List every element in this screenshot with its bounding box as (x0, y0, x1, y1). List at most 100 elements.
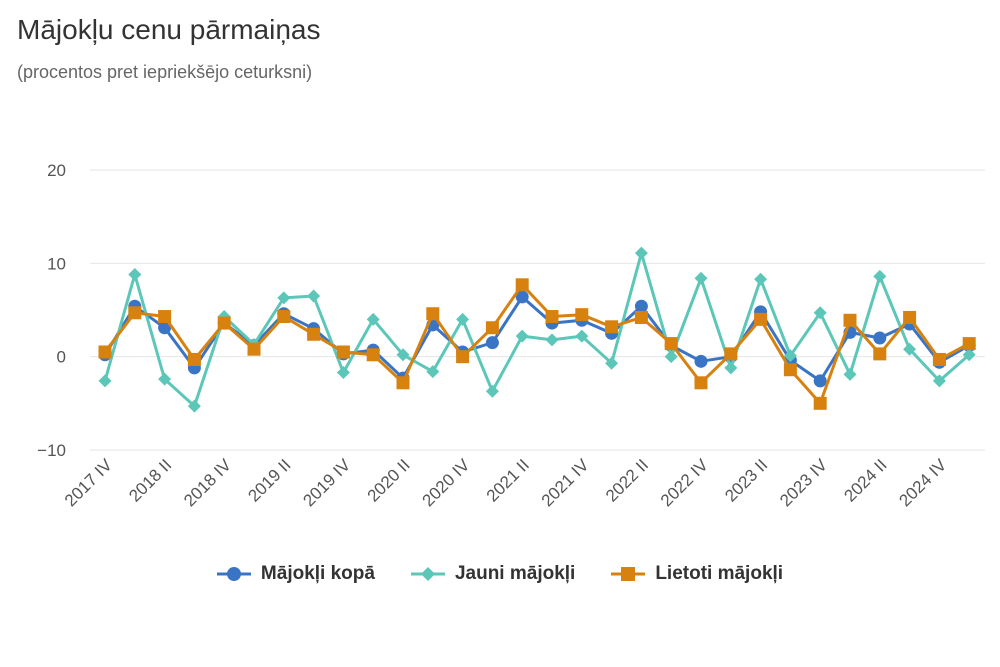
legend-circle-marker-icon (216, 567, 251, 581)
series-line-used (103, 283, 970, 405)
data-point[interactable] (605, 320, 619, 334)
data-point[interactable] (694, 376, 708, 390)
x-tick-label: 2023 II (721, 455, 771, 505)
x-tick-label: 2020 II (364, 455, 414, 505)
data-point[interactable] (634, 299, 648, 313)
data-point[interactable] (515, 290, 529, 304)
x-tick-label: 2022 II (602, 455, 652, 505)
data-point[interactable] (545, 310, 559, 324)
data-point[interactable] (515, 278, 529, 292)
legend-label-total: Mājokļi kopā (260, 563, 375, 584)
data-point[interactable] (128, 268, 142, 282)
data-point[interactable] (307, 327, 321, 341)
data-point[interactable] (307, 289, 321, 303)
data-point[interactable] (485, 321, 499, 335)
data-point[interactable] (128, 306, 142, 320)
data-point[interactable] (962, 348, 976, 362)
data-point[interactable] (277, 310, 291, 324)
data-point[interactable] (98, 374, 112, 388)
chart-title: Mājokļu cenu pārmaiņas (17, 14, 321, 45)
data-point[interactable] (813, 374, 827, 388)
data-point[interactable] (485, 384, 499, 398)
data-point[interactable] (336, 366, 350, 380)
x-tick-label: 2021 II (483, 455, 533, 505)
x-tick-label: 2018 IV (180, 455, 235, 510)
data-point[interactable] (873, 347, 887, 361)
series-line-new (103, 251, 971, 408)
x-tick-label: 2019 IV (299, 455, 354, 510)
data-point[interactable] (813, 306, 827, 320)
data-point[interactable] (217, 316, 231, 330)
data-point[interactable] (366, 312, 380, 326)
data-point[interactable] (754, 272, 768, 286)
data-point[interactable] (903, 310, 917, 324)
legend-item-new[interactable]: Jauni mājokļi (410, 563, 576, 585)
data-point[interactable] (187, 352, 201, 366)
data-point[interactable] (396, 348, 410, 362)
data-point[interactable] (158, 372, 172, 386)
data-point[interactable] (426, 307, 440, 321)
y-tick-label: 20 (47, 161, 66, 180)
legend-label-new: Jauni mājokļi (454, 563, 576, 584)
data-point[interactable] (694, 271, 708, 285)
data-point[interactable] (873, 331, 887, 345)
data-point[interactable] (515, 329, 529, 343)
data-point[interactable] (873, 269, 887, 283)
x-tick-label: 2019 II (244, 455, 294, 505)
data-point[interactable] (605, 356, 619, 370)
data-point[interactable] (456, 350, 470, 364)
data-point[interactable] (634, 310, 648, 324)
data-point[interactable] (456, 312, 470, 326)
x-tick-label: 2023 IV (776, 455, 831, 510)
data-point[interactable] (932, 374, 946, 388)
data-point[interactable] (545, 333, 559, 347)
data-point[interactable] (366, 348, 380, 362)
y-tick-label: 10 (47, 254, 66, 273)
data-point[interactable] (664, 337, 678, 351)
series-layer (98, 246, 976, 413)
legend: Mājokļi kopā Jauni mājokļi Lietoti mājok… (0, 558, 1000, 590)
data-point[interactable] (575, 329, 589, 343)
y-axis-ticks: −10 0 10 20 (37, 161, 66, 460)
data-point[interactable] (783, 349, 797, 363)
x-tick-label: 2021 IV (538, 455, 593, 510)
data-point[interactable] (694, 354, 708, 368)
data-point[interactable] (187, 399, 201, 413)
data-point[interactable] (754, 312, 768, 326)
data-point[interactable] (158, 321, 172, 335)
data-point[interactable] (98, 345, 112, 359)
x-tick-label: 2017 IV (61, 455, 116, 510)
data-point[interactable] (783, 363, 797, 377)
data-point[interactable] (813, 396, 827, 410)
data-point[interactable] (634, 246, 648, 260)
legend-diamond-marker-icon (410, 567, 445, 581)
chart-subtitle: (procentos pret iepriekšējo ceturksni) (17, 62, 313, 82)
x-tick-label: 2024 II (840, 455, 890, 505)
legend-item-used[interactable]: Lietoti mājokļi (611, 563, 783, 585)
data-point[interactable] (396, 376, 410, 390)
data-point[interactable] (664, 350, 678, 364)
data-point[interactable] (724, 347, 738, 361)
data-point[interactable] (247, 342, 261, 356)
legend-label-used: Lietoti mājokļi (655, 563, 784, 584)
data-point[interactable] (336, 345, 350, 359)
x-tick-label: 2022 IV (657, 455, 712, 510)
data-point[interactable] (724, 361, 738, 375)
data-point[interactable] (158, 310, 172, 324)
data-point[interactable] (932, 352, 946, 366)
x-tick-label: 2018 II (125, 455, 175, 505)
data-point[interactable] (277, 291, 291, 305)
y-tick-label: −10 (37, 441, 66, 460)
data-point[interactable] (843, 367, 857, 381)
data-point[interactable] (962, 337, 976, 351)
data-point[interactable] (903, 342, 917, 356)
legend-item-total[interactable]: Mājokļi kopā (216, 563, 375, 585)
data-point[interactable] (426, 365, 440, 379)
y-tick-label: 0 (57, 348, 66, 367)
data-point[interactable] (485, 336, 499, 350)
data-point[interactable] (575, 308, 589, 322)
x-tick-label: 2020 IV (419, 455, 474, 510)
data-point[interactable] (843, 313, 857, 327)
legend-square-marker-icon (611, 567, 646, 581)
